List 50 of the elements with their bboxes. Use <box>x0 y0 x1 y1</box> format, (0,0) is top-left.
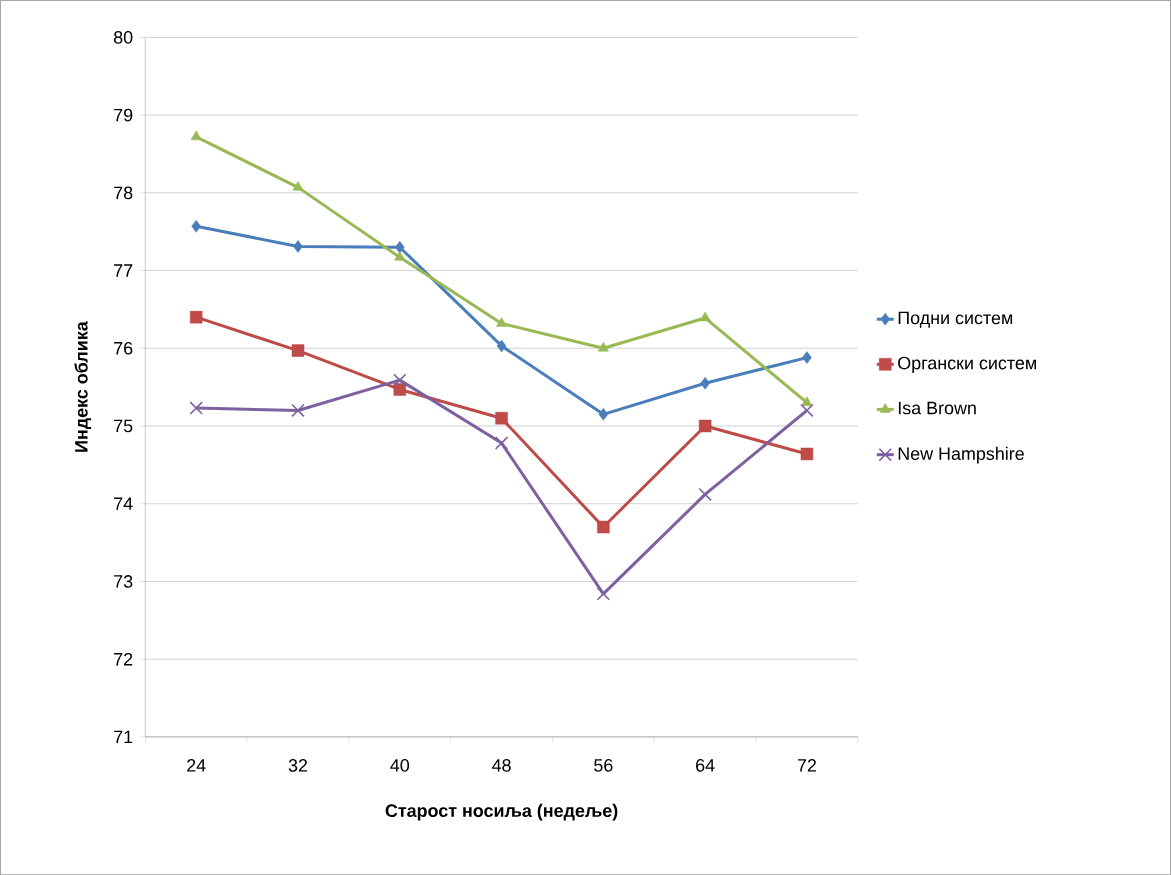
point <box>189 401 203 415</box>
x-tick-label: 48 <box>492 758 511 772</box>
y-tick-label: 75 <box>114 419 133 433</box>
point <box>394 250 406 261</box>
legend-label: Isa Brown <box>898 401 976 415</box>
y-tick-label: 74 <box>114 497 133 510</box>
x-tick-label: 40 <box>390 758 410 772</box>
y-tick-label: 80 <box>113 30 133 44</box>
legend-label: Органски систем <box>898 356 1036 373</box>
point <box>293 240 303 253</box>
point <box>495 411 508 425</box>
point <box>496 317 508 327</box>
point <box>496 339 507 353</box>
y-tick-label: 71 <box>114 730 133 743</box>
point <box>291 344 305 357</box>
legend-label: New Hampshire <box>898 446 1024 464</box>
point <box>597 520 610 534</box>
point <box>801 396 813 406</box>
point <box>699 311 711 322</box>
x-tick-label: 32 <box>288 758 308 772</box>
point <box>191 219 201 233</box>
point <box>698 487 712 502</box>
point <box>700 376 710 390</box>
y-tick-label: 79 <box>114 108 133 122</box>
x-tick-label: 64 <box>696 758 715 772</box>
point <box>802 351 812 364</box>
x-tick-label: 56 <box>594 758 613 772</box>
legend-label: Подни систем <box>898 311 1013 328</box>
point <box>395 240 405 254</box>
point <box>393 373 407 387</box>
point <box>800 403 814 418</box>
point <box>189 310 203 324</box>
point <box>291 403 305 418</box>
point <box>800 447 814 461</box>
y-tick-label: 78 <box>114 186 133 200</box>
y-tick-label: 76 <box>114 341 133 355</box>
y-tick-label: 72 <box>114 652 133 666</box>
point <box>698 419 712 433</box>
point <box>494 436 509 450</box>
point <box>598 407 609 421</box>
x-axis-title: Старост носиља (недеље) <box>385 803 618 821</box>
point <box>597 341 609 352</box>
y-axis-title: Индекс облика <box>74 321 92 452</box>
x-tick-label: 72 <box>797 758 816 772</box>
point <box>596 587 611 601</box>
y-tick-label: 77 <box>114 264 133 277</box>
point <box>190 130 202 141</box>
x-tick-label: 24 <box>187 758 206 772</box>
y-tick-label: 73 <box>114 574 133 588</box>
point <box>292 181 304 191</box>
